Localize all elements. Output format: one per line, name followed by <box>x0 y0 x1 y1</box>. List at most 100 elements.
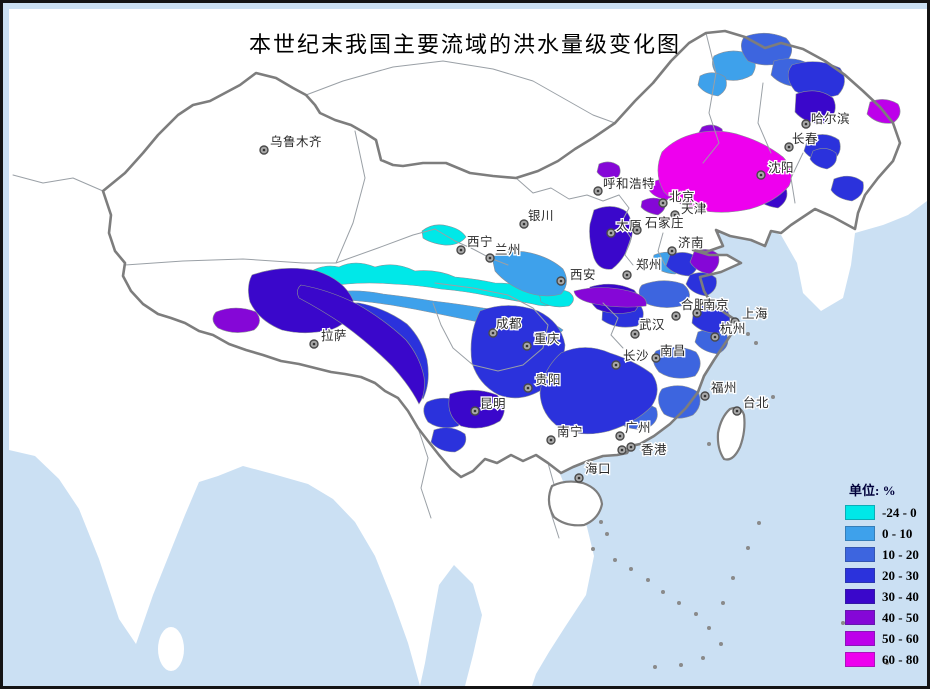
legend-row: 0 - 10 <box>845 525 927 541</box>
city-label: 乌鲁木齐 <box>270 134 322 149</box>
city-label: 贵阳 <box>535 373 561 387</box>
city-label: 北京 <box>669 190 695 204</box>
city-label: 济南 <box>678 235 704 250</box>
city-dot-core <box>312 342 316 346</box>
city-dot-core <box>625 273 629 277</box>
city-dot-core <box>620 448 624 452</box>
legend-swatch <box>845 547 875 562</box>
city-dot-core <box>654 356 658 360</box>
city-label: 南昌 <box>660 343 686 358</box>
legend-items: -24 - 0 0 - 10 10 - 20 20 - 30 30 - 40 40 - 5… <box>845 504 927 667</box>
china-border <box>101 29 902 479</box>
legend-swatch <box>845 589 875 604</box>
city-dot-core <box>525 344 529 348</box>
basin-region <box>712 50 756 81</box>
legend-range-label: 0 - 10 <box>882 525 913 541</box>
city-dot-core <box>674 314 678 318</box>
city-label: 合肥 <box>681 297 707 312</box>
city-label: 长春 <box>792 132 818 146</box>
city-dot-core <box>609 231 613 235</box>
legend-row: 20 - 30 <box>845 567 927 583</box>
city-label: 兰州 <box>495 243 521 257</box>
city-dot-core <box>673 213 677 217</box>
city-dot-core <box>759 173 763 177</box>
map-title: 本世纪末我国主要流域的洪水量级变化图 <box>248 32 681 57</box>
city-dot-core <box>559 279 563 283</box>
city-label: 台北 <box>743 395 769 410</box>
basin-region <box>212 307 260 333</box>
city-dot-core <box>526 386 530 390</box>
city-dot-core <box>661 201 665 205</box>
city-label: 上海 <box>742 306 768 321</box>
basin-region <box>297 284 425 405</box>
city-label: 西宁 <box>467 234 493 249</box>
city-dot-core <box>596 189 600 193</box>
city-label: 长沙 <box>623 349 649 363</box>
legend-range-label: 10 - 20 <box>882 546 919 562</box>
legend-range-label: 40 - 50 <box>882 609 919 625</box>
city-dot-core <box>733 320 737 324</box>
city-dot-core <box>629 445 633 449</box>
city-label: 成都 <box>496 317 522 331</box>
basin-region <box>652 346 701 379</box>
basin-region <box>657 130 792 213</box>
city-dot-core <box>488 256 492 260</box>
city-label: 海口 <box>585 461 611 476</box>
taiwan-island <box>716 406 746 461</box>
legend-swatch <box>845 568 875 583</box>
city-dot-core <box>713 335 717 339</box>
city-dot-core <box>522 222 526 226</box>
city-label: 广州 <box>625 421 651 435</box>
basin-region <box>658 385 701 419</box>
city-dot-core <box>618 434 622 438</box>
legend-range-label: 20 - 30 <box>882 567 919 583</box>
legend-range-label: 50 - 60 <box>882 630 919 646</box>
basin-region <box>248 268 354 334</box>
legend-row: 10 - 20 <box>845 546 927 562</box>
city-label: 拉萨 <box>321 328 347 343</box>
city-label: 郑州 <box>636 257 662 272</box>
legend-swatch <box>845 652 875 667</box>
city-label: 福州 <box>711 380 737 395</box>
city-label: 香港 <box>641 443 667 457</box>
basin-region <box>697 72 727 97</box>
city-dot-core <box>459 248 463 252</box>
city-dot-core <box>633 332 637 336</box>
legend-range-label: -24 - 0 <box>882 504 917 520</box>
legend-range-label: 30 - 40 <box>882 588 919 604</box>
legend-swatch <box>845 610 875 625</box>
basin-region <box>809 148 837 170</box>
basin-region <box>596 161 621 181</box>
city-label: 石家庄 <box>645 215 684 230</box>
city-label: 银川 <box>528 209 554 223</box>
city-dot-core <box>491 331 495 335</box>
city-dot-core <box>703 394 707 398</box>
basin-region <box>830 175 864 202</box>
city-label: 呼和浩特 <box>603 176 655 191</box>
legend: 单位: % -24 - 0 0 - 10 10 - 20 20 - 30 30 - 40… <box>845 480 927 673</box>
city-dot-core <box>614 363 618 367</box>
city-label: 南宁 <box>557 424 583 439</box>
sri-lanka-island <box>158 627 184 671</box>
city-label: 重庆 <box>534 331 560 346</box>
legend-row: 60 - 80 <box>845 652 927 667</box>
city-label: 昆明 <box>480 397 506 411</box>
city-dot-core <box>262 148 266 152</box>
city-dot-core <box>670 249 674 253</box>
hainan-island <box>547 480 604 527</box>
legend-swatch <box>845 631 875 646</box>
basin-region <box>539 347 658 435</box>
legend-row: 30 - 40 <box>845 588 927 604</box>
city-label: 南京 <box>703 297 729 312</box>
legend-unit-label: 单位: % <box>849 483 896 498</box>
city-dot-core <box>577 476 581 480</box>
city-label: 天津 <box>681 202 707 216</box>
city-dot-core <box>787 145 791 149</box>
city-dot-core <box>735 409 739 413</box>
city-label: 沈阳 <box>768 160 794 175</box>
city-dot-core <box>473 409 477 413</box>
city-dot-core <box>804 122 808 126</box>
